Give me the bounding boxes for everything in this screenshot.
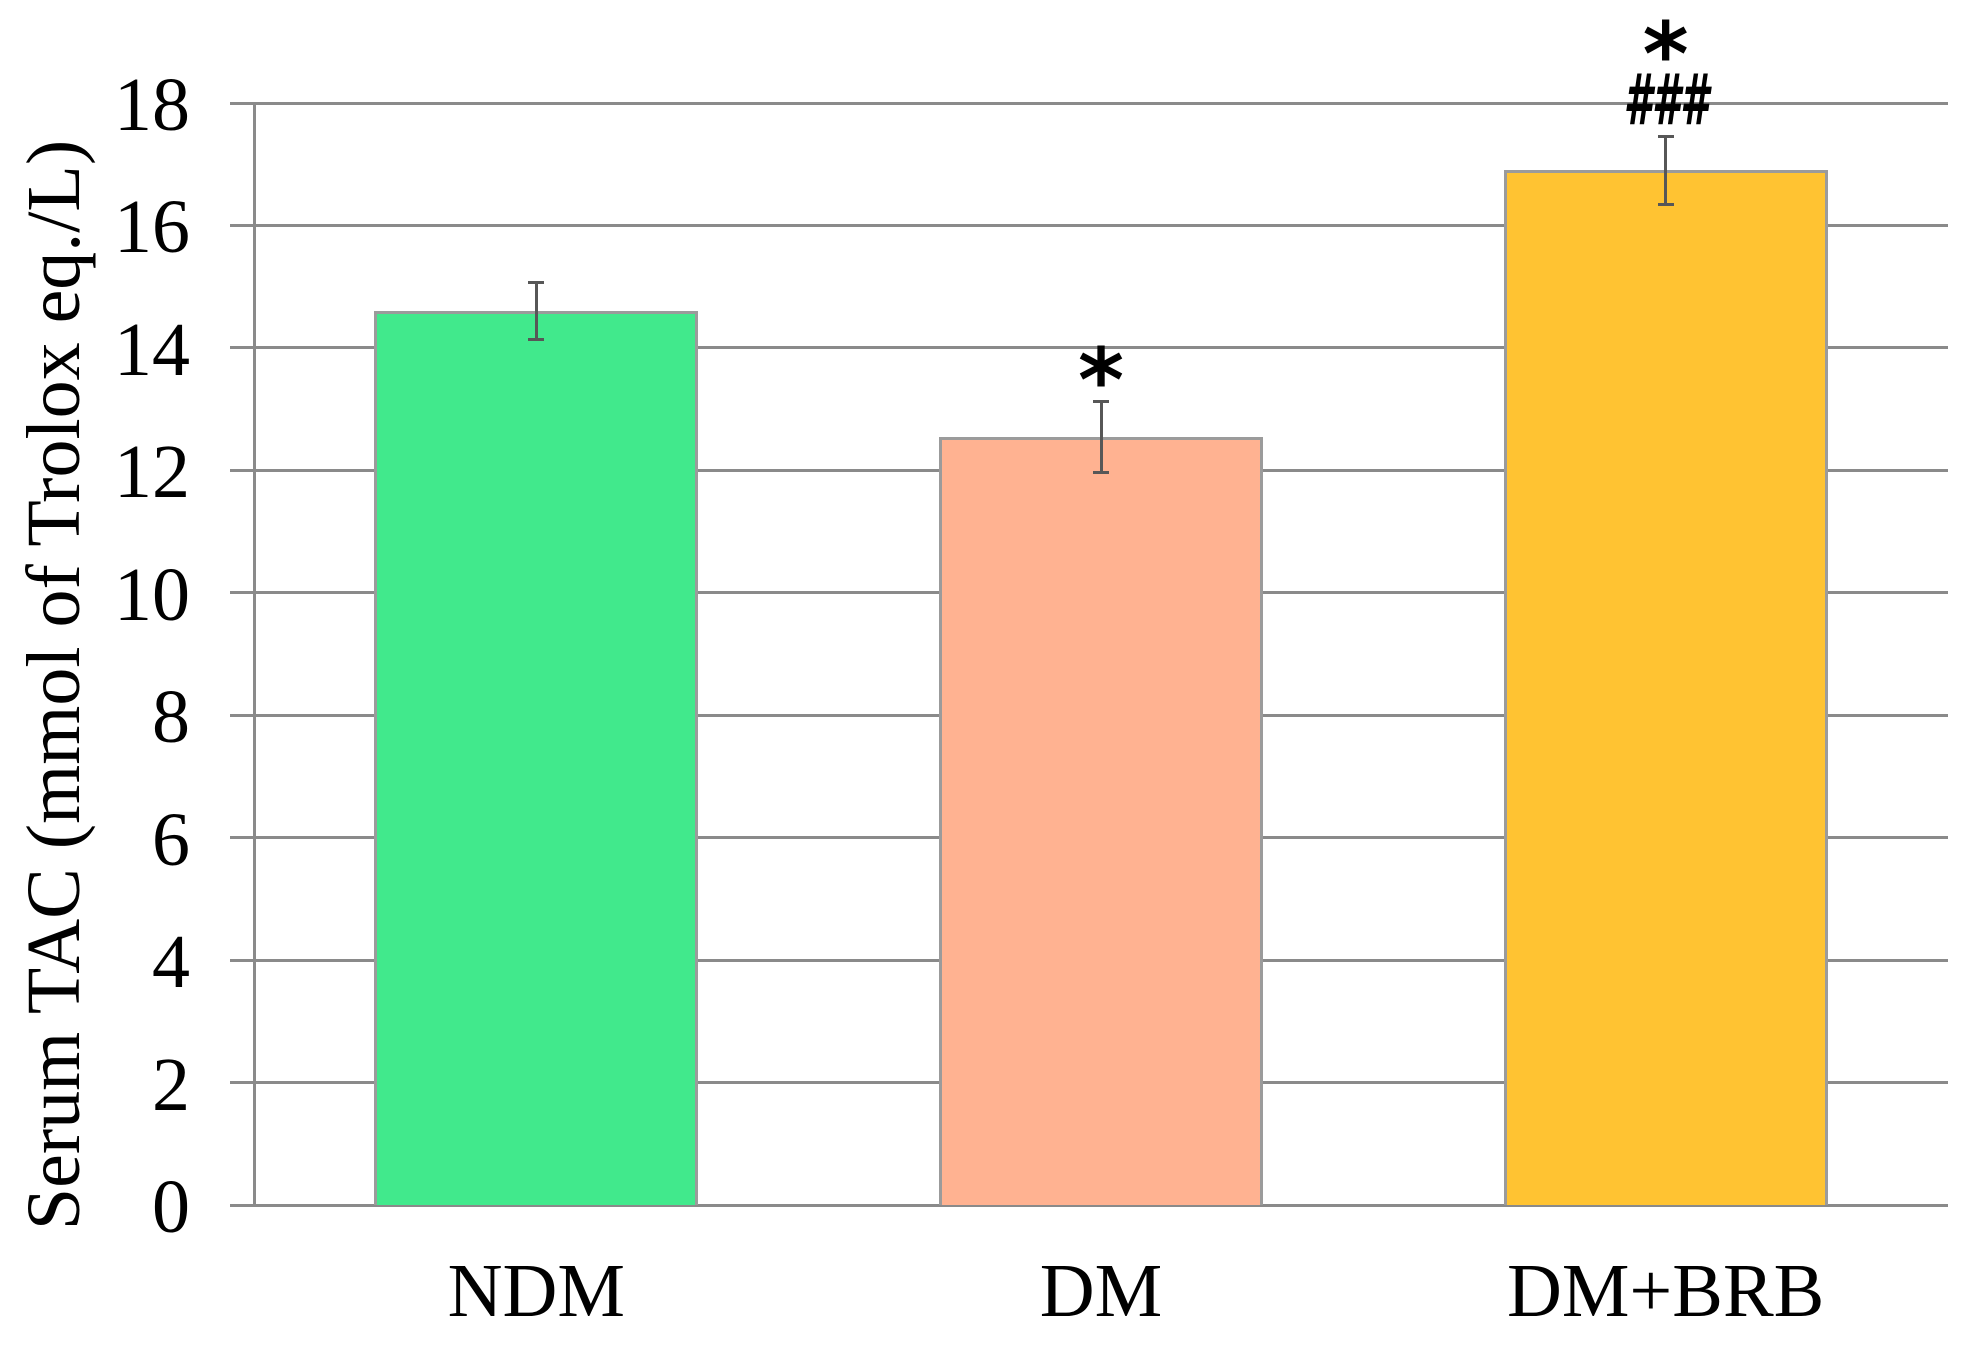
error-bar-cap [1093, 470, 1109, 474]
y-tick-label: 6 [152, 797, 190, 882]
bar-DM [939, 436, 1263, 1205]
error-bar-cap [528, 338, 545, 342]
y-tick-label: 14 [114, 307, 190, 392]
error-bar-cap [1657, 202, 1674, 206]
bar-NDM [374, 311, 699, 1205]
hash-significance-text: ### [1623, 58, 1709, 141]
asterisk-significance-marker: * [1077, 329, 1125, 433]
y-tick-label: 16 [114, 185, 190, 270]
error-bar-cap [528, 280, 545, 284]
y-tick-label: 10 [114, 552, 190, 637]
x-axis-label-DM: DM [1039, 1249, 1163, 1333]
x-axis-label-DM+BRB: DM+BRB [1506, 1249, 1825, 1333]
error-bar [534, 282, 538, 340]
x-axis-baseline [230, 1203, 1948, 1207]
y-tick-label: 8 [152, 675, 190, 760]
asterisk-significance-marker: * [1642, 2, 1689, 106]
y-tick-label: 0 [152, 1165, 190, 1249]
error-bar [1099, 401, 1103, 473]
bar-DM+BRB [1503, 170, 1828, 1205]
error-bar [1664, 136, 1668, 205]
error-bar-cap [1657, 135, 1674, 139]
y-tick-label: 12 [114, 430, 190, 515]
hash-significance-marker: ### [1536, 65, 1796, 135]
gridline [230, 223, 1948, 227]
x-axis-label-NDM: NDM [447, 1249, 625, 1333]
y-tick-label: 18 [114, 63, 190, 147]
error-bar-cap [1093, 399, 1109, 403]
y-tick-label: 4 [152, 920, 190, 1005]
y-tick-label: 2 [152, 1042, 190, 1127]
gridline [230, 346, 1948, 350]
y-axis-line [252, 101, 256, 1207]
gridline [230, 101, 1948, 105]
